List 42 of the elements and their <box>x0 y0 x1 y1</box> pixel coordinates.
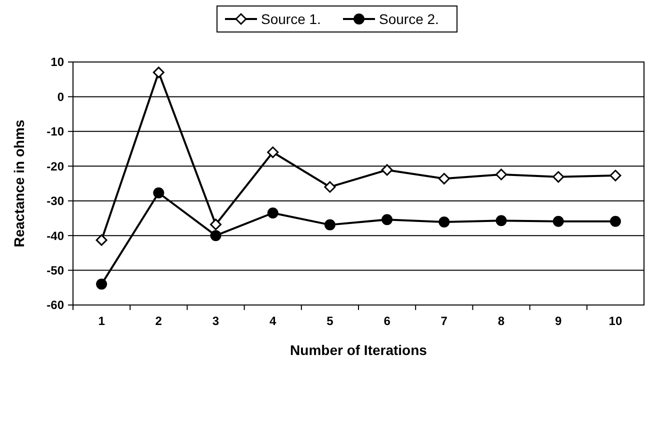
legend-label: Source 1. <box>261 10 321 27</box>
point <box>438 172 450 184</box>
x-tick-label: 3 <box>212 314 220 328</box>
x-tick-label: 9 <box>555 314 562 328</box>
x-tick-label: 2 <box>155 314 162 328</box>
point <box>267 146 279 158</box>
point <box>382 214 393 226</box>
point <box>324 181 336 193</box>
x-tick-label: 1 <box>98 314 106 328</box>
x-tick-label: 7 <box>440 314 448 328</box>
y-tick-label: -10 <box>46 124 64 139</box>
y-tick-label: -20 <box>46 159 64 174</box>
point <box>610 170 622 182</box>
point <box>438 216 450 228</box>
point <box>210 218 222 230</box>
point <box>552 171 564 183</box>
x-axis-title: Number of Iterations <box>290 342 428 358</box>
x-tick-label: 10 <box>608 314 622 328</box>
x-tick-label: 8 <box>498 314 505 328</box>
point <box>267 208 278 219</box>
point <box>552 216 564 227</box>
point <box>96 234 108 246</box>
x-tick-label: 6 <box>384 314 391 328</box>
legend-label: Source 2. <box>379 10 439 27</box>
point <box>610 216 621 227</box>
point <box>96 278 108 290</box>
x-tick-label: 5 <box>326 314 334 328</box>
point <box>152 66 164 78</box>
y-tick-label: -50 <box>46 263 64 278</box>
point <box>496 168 507 180</box>
y-tick-label: -40 <box>46 228 64 243</box>
point <box>210 230 222 242</box>
point <box>381 164 393 176</box>
y-tick-label: -60 <box>46 298 64 312</box>
point <box>496 215 507 226</box>
x-tick-label: 4 <box>270 314 277 328</box>
y-tick-label: 0 <box>57 90 64 104</box>
y-tick-label: 10 <box>50 55 64 70</box>
y-axis-title: Reactance in ohms <box>11 119 27 248</box>
point <box>153 187 164 198</box>
point <box>324 219 336 230</box>
y-tick-label: -30 <box>46 194 64 208</box>
